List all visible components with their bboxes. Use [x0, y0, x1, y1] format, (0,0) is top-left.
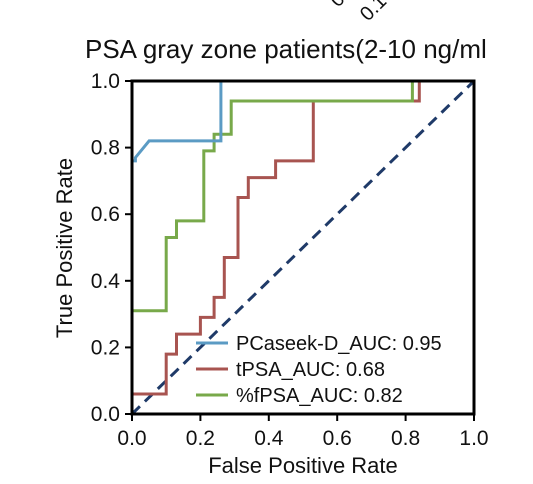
y-axis-label: True Positive Rate: [52, 158, 77, 338]
x-tick-label-1: 0.2: [186, 427, 215, 450]
x-tick-label-3: 0.6: [323, 427, 352, 450]
y-tick-label-3: 0.6: [91, 203, 120, 226]
x-tick-label-4: 0.8: [391, 427, 420, 450]
clipped-top-label-1: 0.: [326, 0, 353, 12]
y-tick-label-1: 0.2: [91, 336, 120, 359]
y-tick-label-4: 0.8: [91, 137, 120, 160]
series-line-3: [130, 79, 474, 414]
plot-area: 0.0 0.2 0.4 0.6 0.8 1.0 0.0 0.2 0.4 0.6 0.8 1.0 PCas…: [91, 70, 489, 450]
y-tick-label-5: 1.0: [91, 70, 120, 93]
x-tick-label-0: 0.0: [117, 427, 146, 450]
clipped-top-label-2: 0.1: [356, 0, 391, 26]
chart-title: PSA gray zone patients(2-10 ng/ml: [85, 34, 487, 64]
legend-label-3: %fPSA_AUC: 0.82: [236, 385, 403, 407]
x-axis-label: False Positive Rate: [208, 453, 398, 478]
series-line-2: [130, 79, 474, 414]
diagonal-reference-line: [130, 79, 476, 416]
x-tick-label-2: 0.4: [254, 427, 284, 450]
legend-label-2: tPSA_AUC: 0.68: [236, 359, 385, 381]
x-tick-label-5: 1.0: [459, 427, 488, 450]
plot-frame: [130, 79, 476, 416]
y-tick-label-2: 0.4: [91, 270, 121, 293]
legend-label-1: PCaseek-D_AUC: 0.95: [236, 333, 442, 355]
y-tick-label-0: 0.0: [91, 403, 120, 426]
